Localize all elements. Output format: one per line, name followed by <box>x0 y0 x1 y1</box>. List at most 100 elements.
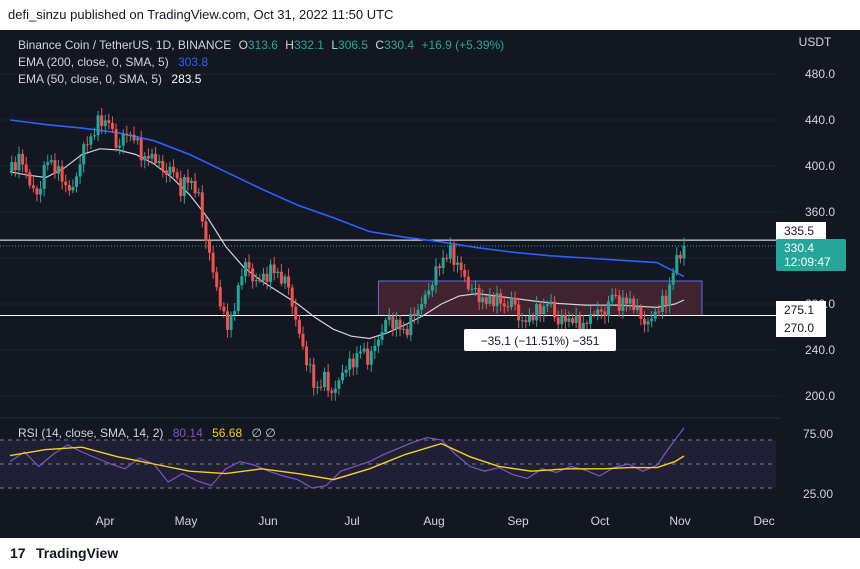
ema200-legend-value: 303.8 <box>178 55 208 69</box>
candle-body <box>82 144 86 165</box>
candle-body <box>85 144 89 146</box>
candle-body <box>513 297 517 305</box>
candle-body <box>632 298 636 310</box>
candle-body <box>376 339 380 346</box>
candle-body <box>193 180 197 194</box>
candle-body <box>57 166 61 174</box>
close-value: 330.4 <box>384 38 414 52</box>
candle-body <box>330 390 334 393</box>
candle-body <box>315 386 319 388</box>
candle-body <box>272 264 276 274</box>
candle-body <box>297 319 301 334</box>
candle-body <box>103 120 107 127</box>
candle-body <box>527 315 531 323</box>
candle-body <box>653 311 657 319</box>
high-label: H <box>285 38 294 52</box>
candle-body <box>635 306 639 310</box>
price-chart[interactable]: −35.1 (−11.51%) −351 200.0240.0280.0320.… <box>0 30 860 538</box>
candle-body <box>592 314 596 316</box>
candle-body <box>225 311 229 330</box>
price-tick-label: 440.0 <box>805 113 835 127</box>
candle-body <box>538 304 542 315</box>
rsi-tick-label: 25.00 <box>803 487 833 501</box>
candle-body <box>610 294 614 302</box>
candle-body <box>362 348 366 352</box>
candle-body <box>247 262 251 269</box>
candle-body <box>287 276 291 288</box>
rsi-sma-legend-value: 56.68 <box>212 426 242 440</box>
candle-body <box>146 155 150 159</box>
rsi-legend-label: RSI (14, close, SMA, 14, 2) <box>18 426 163 440</box>
measure-label-box[interactable] <box>464 329 616 351</box>
candle-body <box>477 288 481 303</box>
candle-body <box>17 153 21 171</box>
candle-body <box>423 294 427 305</box>
candle-body <box>154 153 158 164</box>
candle-body <box>251 268 255 282</box>
candle-body <box>599 309 603 312</box>
candle-body <box>387 316 391 321</box>
candle-body <box>416 309 420 316</box>
candle-body <box>13 162 17 171</box>
rsi-axis[interactable]: 25.00 75.00 <box>803 427 833 501</box>
candle-body <box>495 293 499 307</box>
candle-body <box>456 262 460 265</box>
candle-body <box>35 188 39 195</box>
candle-body <box>333 388 337 393</box>
candle-body <box>161 160 165 171</box>
time-axis[interactable]: Apr May Jun Jul Aug Sep Oct Nov Dec <box>96 514 775 528</box>
candle-body <box>484 297 488 304</box>
candle-body <box>215 272 219 288</box>
candle-body <box>67 185 71 191</box>
candle-body <box>535 304 539 321</box>
horizontal-levels[interactable] <box>0 239 776 316</box>
candle-body <box>488 295 492 304</box>
candle-body <box>574 315 578 324</box>
rsi-line <box>9 427 685 489</box>
time-tick-label: Aug <box>423 514 444 528</box>
candle-body <box>301 333 305 347</box>
time-tick-label: May <box>175 514 198 528</box>
price-tick-label: 200.0 <box>805 389 835 403</box>
candle-body <box>168 166 172 175</box>
candle-body <box>358 351 362 354</box>
candle-body <box>200 192 204 222</box>
candle-body <box>240 276 244 286</box>
candle-body <box>64 181 68 186</box>
rsi-sma-line <box>9 442 685 481</box>
time-tick-label: Jul <box>344 514 359 528</box>
symbol-name: Binance Coin / TetherUS, 1D, BINANCE <box>18 38 231 52</box>
candle-body <box>49 160 53 163</box>
rsi-levels <box>0 439 776 489</box>
svg-text:330.4: 330.4 <box>784 241 814 255</box>
candle-body <box>186 177 190 183</box>
candle-body <box>506 306 510 308</box>
price-tick-label: 360.0 <box>805 205 835 219</box>
candle-body <box>348 358 352 370</box>
candle-body <box>222 306 226 312</box>
candle-body <box>319 386 323 388</box>
symbol-legend[interactable]: Binance Coin / TetherUS, 1D, BINANCE O31… <box>18 38 504 86</box>
publisher-header: defi_sinzu published on TradingView.com,… <box>0 0 860 30</box>
candle-body <box>71 186 75 191</box>
candle-body <box>265 273 269 282</box>
candle-body <box>524 320 528 323</box>
candle-body <box>290 287 294 307</box>
candle-body <box>326 371 330 391</box>
candle-body <box>445 257 449 259</box>
candle-body <box>279 271 283 284</box>
candle-body <box>596 309 600 315</box>
price-tag-last: 330.4 12:09:47 <box>776 239 846 271</box>
candle-body <box>531 315 535 321</box>
candle-body <box>139 138 143 161</box>
candle-body <box>671 272 675 285</box>
footer: 17 TradingView <box>0 538 860 569</box>
candle-body <box>675 254 679 273</box>
rsi-tick-label: 75.00 <box>803 427 833 441</box>
candle-body <box>452 244 456 265</box>
rsi-legend[interactable]: RSI (14, close, SMA, 14, 2) 80.14 56.68 … <box>18 426 276 440</box>
candle-body <box>682 245 686 259</box>
candle-body <box>136 138 140 141</box>
open-label: O <box>239 38 248 52</box>
candle-body <box>448 244 452 259</box>
